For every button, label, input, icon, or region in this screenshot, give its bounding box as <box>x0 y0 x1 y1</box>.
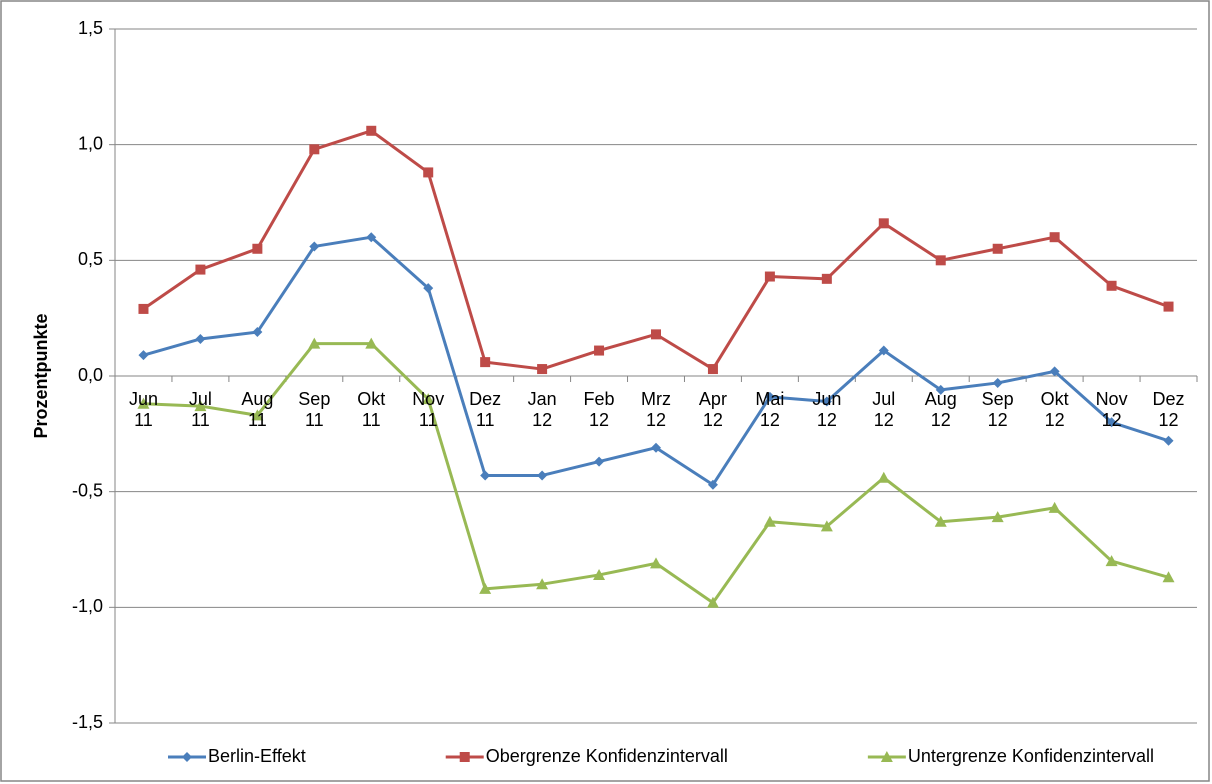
marker <box>366 232 377 243</box>
marker <box>1106 280 1117 291</box>
x-tick-label: Apr 12 <box>698 389 727 430</box>
y-tick-label: -0,5 <box>72 480 103 500</box>
marker <box>1048 501 1061 513</box>
y-tick-label: -1,0 <box>72 596 103 616</box>
marker <box>1163 435 1174 446</box>
marker <box>423 167 434 178</box>
marker <box>594 456 605 467</box>
marker <box>650 557 662 569</box>
marker <box>308 337 321 349</box>
marker <box>194 400 207 412</box>
legend: Berlin-Effekt Obergrenze Konfidenzinterva… <box>168 746 1154 766</box>
x-tick-label: Okt 12 <box>1040 389 1069 430</box>
marker <box>480 357 491 368</box>
marker <box>252 243 263 254</box>
marker <box>651 442 661 453</box>
x-tick-label: Nov 11 <box>412 389 445 430</box>
x-tick-label: Okt 11 <box>357 389 386 430</box>
marker <box>537 364 548 375</box>
marker <box>138 303 149 314</box>
marker <box>764 391 775 402</box>
marker <box>1105 555 1118 567</box>
x-tick-label: Dez 11 <box>469 389 502 430</box>
x-tick-label: Jul 11 <box>188 389 212 430</box>
legend-label: Untergrenze Konfidenzintervall <box>908 746 1154 766</box>
y-tick-label: 0,0 <box>78 365 103 385</box>
marker <box>934 515 947 527</box>
marker <box>880 751 893 762</box>
marker <box>459 752 470 762</box>
marker <box>479 582 492 594</box>
x-tick-label: Dez 12 <box>1152 389 1185 430</box>
marker <box>820 520 833 532</box>
y-tick-label: 0,5 <box>78 249 103 269</box>
marker <box>480 470 491 481</box>
legend-label: Obergrenze Konfidenzintervall <box>486 746 728 766</box>
x-tick-label: Jun 12 <box>812 389 842 430</box>
marker <box>992 377 1003 388</box>
x-tick-label: Jul 12 <box>872 389 896 430</box>
x-tick-label: Mai 12 <box>755 389 785 430</box>
marker <box>593 568 606 580</box>
marker <box>137 397 150 409</box>
marker <box>651 329 661 340</box>
marker <box>707 479 718 490</box>
x-tick-label: Aug 11 <box>241 389 274 430</box>
x-tick-label: Jan 12 <box>527 389 557 430</box>
marker <box>1049 232 1060 243</box>
marker <box>763 515 776 527</box>
marker <box>706 596 719 608</box>
marker <box>878 218 889 229</box>
marker <box>195 264 206 275</box>
marker <box>764 271 775 282</box>
marker <box>182 752 192 762</box>
x-tick-label: Jun 11 <box>128 389 158 430</box>
marker <box>251 409 264 421</box>
marker <box>1106 417 1117 428</box>
y-tick-label: 1,0 <box>78 133 103 153</box>
marker <box>365 337 378 349</box>
marker <box>991 511 1004 523</box>
marker <box>536 578 549 590</box>
marker <box>1162 571 1175 583</box>
marker <box>935 255 946 266</box>
marker <box>422 393 435 405</box>
legend-label: Berlin-Effekt <box>208 746 306 766</box>
marker <box>195 333 206 344</box>
y-tick-label: -1,5 <box>72 712 103 732</box>
marker <box>594 345 605 356</box>
marker <box>877 471 890 483</box>
marker <box>992 243 1003 254</box>
marker <box>366 125 377 136</box>
x-tick-label: Sep 11 <box>298 389 331 430</box>
marker <box>821 396 832 407</box>
marker <box>309 241 320 252</box>
y-axis-label: Prozentpunkte <box>31 313 51 438</box>
x-tick-label: Mrz 12 <box>641 389 671 430</box>
marker <box>821 273 832 284</box>
y-tick-label: 1,5 <box>78 18 103 38</box>
marker <box>138 350 149 361</box>
x-tick-label: Feb 12 <box>583 389 615 430</box>
marker <box>1049 366 1060 377</box>
marker <box>423 283 434 294</box>
marker <box>1163 301 1174 312</box>
marker <box>878 345 889 356</box>
marker <box>309 144 320 155</box>
marker <box>707 364 718 375</box>
x-tick-label: Sep 12 <box>981 389 1014 430</box>
x-tick-label: Nov 12 <box>1095 389 1128 430</box>
marker <box>935 384 946 395</box>
marker <box>252 327 263 338</box>
marker <box>537 470 548 481</box>
x-tick-label: Aug 12 <box>924 389 957 430</box>
